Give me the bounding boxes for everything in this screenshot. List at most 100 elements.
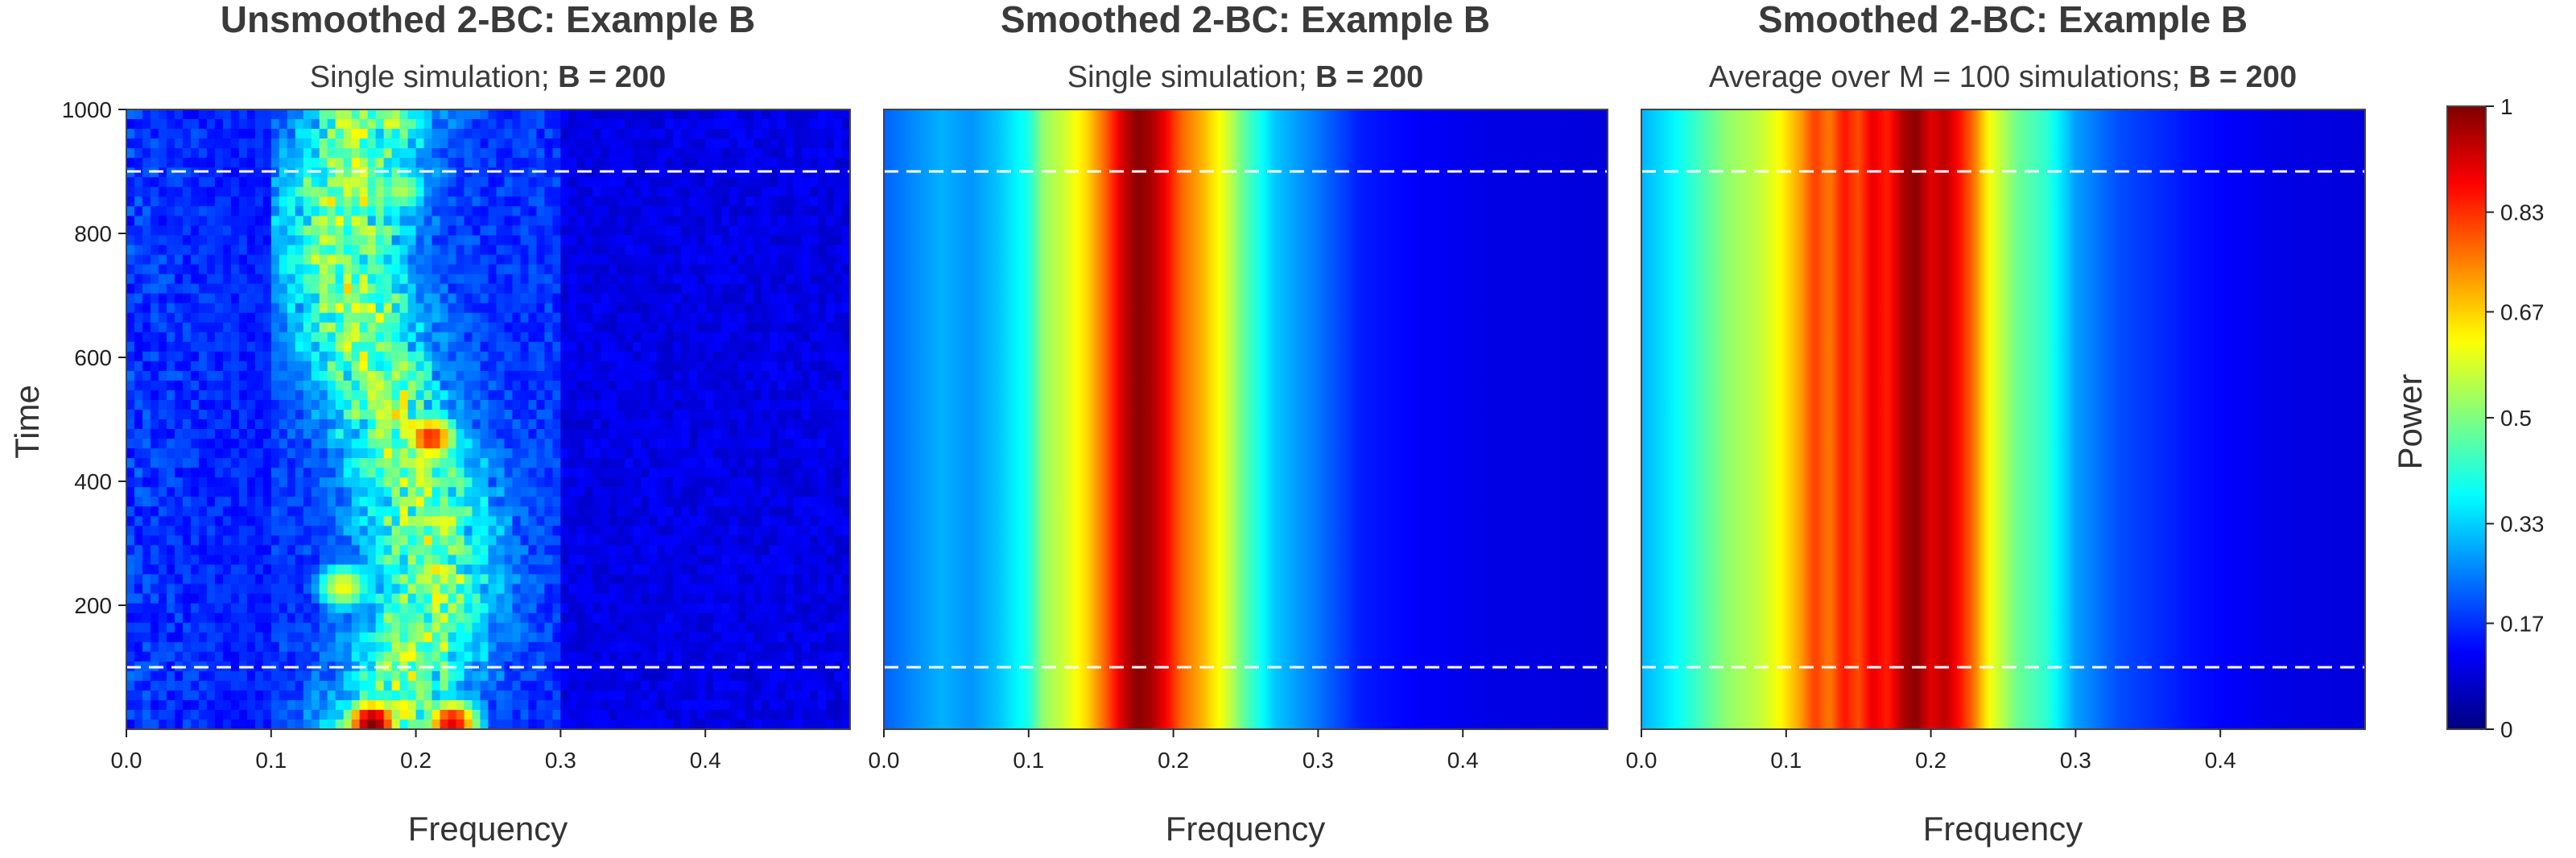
heatmap-cell <box>303 254 312 266</box>
heatmap-cell <box>601 699 610 711</box>
heatmap-cell <box>641 274 650 285</box>
heatmap-cell <box>166 661 175 672</box>
heatmap-cell <box>657 690 667 701</box>
heatmap-cell <box>689 254 699 266</box>
heatmap-cell <box>601 283 610 295</box>
heatmap-cell <box>665 187 675 198</box>
heatmap-cell <box>279 158 288 168</box>
heatmap-cell <box>625 516 634 527</box>
heatmap-cell <box>584 593 594 604</box>
heatmap-cell <box>383 593 393 604</box>
heatmap-cell <box>641 177 650 188</box>
heatmap-cell <box>279 690 288 701</box>
heatmap-cell <box>367 148 377 159</box>
heatmap-cell <box>198 254 208 266</box>
heatmap-cell <box>737 622 746 633</box>
heatmap-cell <box>190 390 200 401</box>
heatmap-cell <box>625 264 634 275</box>
heatmap-cell <box>601 129 610 139</box>
heatmap-cell <box>665 632 675 643</box>
heatmap-cell <box>238 361 248 372</box>
heatmap-cell <box>480 516 489 527</box>
heatmap-cell <box>713 448 722 459</box>
heatmap-cell <box>528 603 538 614</box>
heatmap-cell <box>142 516 151 527</box>
heatmap-cell <box>440 129 449 139</box>
heatmap-cell <box>198 690 208 701</box>
heatmap-cell <box>166 274 175 285</box>
heatmap-cell <box>415 468 425 478</box>
heatmap-cell <box>713 245 722 256</box>
heatmap-cell <box>649 497 658 508</box>
heatmap-cell <box>262 399 272 410</box>
heatmap-cell <box>665 274 675 285</box>
heatmap-cell <box>190 506 200 518</box>
heatmap-cell <box>214 370 224 382</box>
heatmap-cell <box>633 109 642 120</box>
heatmap-cell <box>351 196 361 208</box>
heatmap-cell <box>488 468 497 478</box>
heatmap-cell <box>560 574 570 585</box>
heatmap-cell <box>134 274 143 285</box>
heatmap-cell <box>270 719 280 729</box>
heatmap-cell <box>488 545 497 556</box>
heatmap-cell <box>134 167 143 179</box>
heatmap-cell <box>254 187 264 198</box>
heatmap-cell <box>745 341 754 353</box>
heatmap-cell <box>440 670 449 682</box>
heatmap-cell <box>745 293 754 304</box>
heatmap-cell <box>496 719 506 729</box>
heatmap-cell <box>214 526 224 537</box>
heatmap-cell <box>464 526 473 537</box>
heatmap-cell <box>609 448 618 459</box>
heatmap-cell <box>198 312 208 324</box>
heatmap-cell <box>230 177 240 188</box>
heatmap-cell <box>198 109 208 120</box>
heatmap-cell <box>246 448 256 459</box>
heatmap-cell <box>206 419 216 430</box>
heatmap-cell <box>254 361 264 372</box>
heatmap-cell <box>174 439 184 449</box>
heatmap-cell <box>262 641 272 653</box>
heatmap-cell <box>303 477 312 489</box>
heatmap-cell <box>375 332 385 343</box>
heatmap-cell <box>576 564 586 575</box>
heatmap-cell <box>737 109 746 120</box>
heatmap-cell <box>254 506 264 518</box>
heatmap-cell <box>214 429 224 439</box>
heatmap-cell <box>270 225 280 237</box>
heatmap-cell <box>721 370 730 382</box>
heatmap-cell <box>311 283 320 295</box>
heatmap-cell <box>681 264 691 275</box>
heatmap-cell <box>440 613 449 624</box>
heatmap-cell <box>190 526 200 537</box>
heatmap-cell <box>415 477 425 489</box>
heatmap-cell <box>230 448 240 459</box>
heatmap-cell <box>520 555 530 566</box>
heatmap-cell <box>560 535 570 547</box>
heatmap-cell <box>657 448 667 459</box>
heatmap-cell <box>182 148 192 159</box>
heatmap-cell <box>440 361 449 372</box>
heatmap-cell <box>520 709 530 720</box>
heatmap-cell <box>351 487 361 498</box>
heatmap-cell <box>496 709 506 720</box>
heatmap-cell <box>705 622 714 633</box>
heatmap-cell <box>689 109 699 120</box>
heatmap-cell <box>287 274 296 285</box>
heatmap-cell <box>182 574 192 585</box>
heatmap-cell <box>311 322 320 333</box>
heatmap-cell <box>681 390 691 401</box>
heatmap-cell <box>222 555 232 566</box>
heatmap-cell <box>601 670 610 682</box>
heatmap-cell <box>480 487 489 498</box>
heatmap-cell <box>399 293 409 304</box>
heatmap-cell <box>206 448 216 459</box>
heatmap-cell <box>295 622 304 633</box>
heatmap-cell <box>592 264 602 275</box>
heatmap-cell <box>198 361 208 372</box>
heatmap-cell <box>472 487 481 498</box>
heatmap-cell <box>480 584 489 595</box>
heatmap-cell <box>625 651 634 662</box>
heatmap-cell <box>592 448 602 459</box>
